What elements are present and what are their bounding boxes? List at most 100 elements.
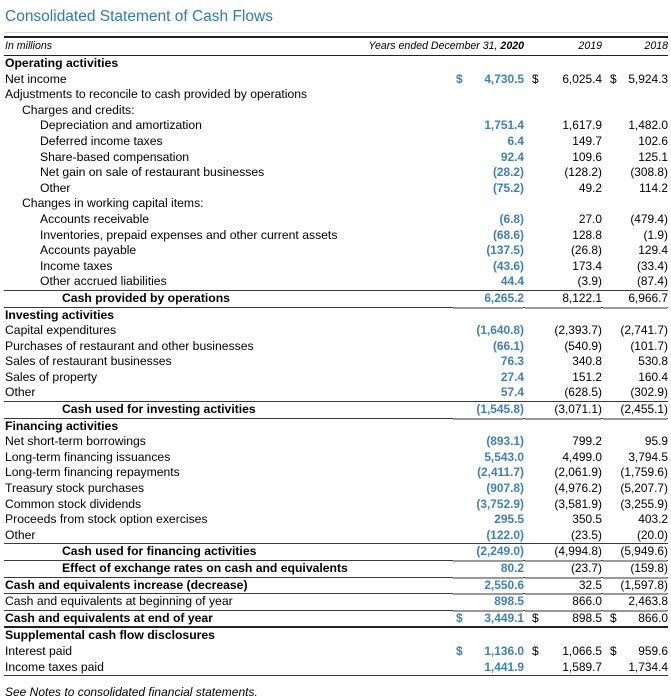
cell-value: 3,449.1	[484, 610, 524, 625]
table-row: Interest paid $1,136.0 $1,066.5 $959.6	[4, 644, 668, 660]
row-label: Cash and equivalents at beginning of yea…	[5, 594, 233, 609]
table-row: Effect of exchange rates on cash and equ…	[4, 561, 668, 578]
value-2019: $898.5	[524, 611, 602, 627]
value-2019: (23.5)	[524, 528, 602, 544]
table-row: Cash provided by operations 6,265.2 8,122.…	[4, 289, 668, 308]
value-2020: 44.4	[452, 274, 524, 290]
value-2018: (87.4)	[602, 274, 668, 290]
value-2019: 340.8	[524, 354, 602, 370]
value-2020: (3,752.9)	[452, 497, 524, 513]
cell-value: (1,545.8)	[476, 402, 524, 417]
row-label: Supplemental cash flow disclosures	[5, 628, 215, 643]
row-label: Effect of exchange rates on cash and equ…	[62, 561, 348, 575]
table-row: Long-term financing repayments (2,411.7) (…	[4, 465, 668, 481]
dollar-sign: $	[532, 643, 539, 658]
table-row: Supplemental cash flow disclosures	[4, 628, 668, 644]
dollar-sign: $	[532, 71, 539, 86]
table-row: Sales of property 27.4 151.2 160.4	[4, 370, 668, 386]
row-label: Changes in working capital items:	[22, 196, 204, 211]
value-2018: 2,463.8	[602, 594, 668, 610]
table-row: Cash and equivalents at end of year $3,44…	[4, 611, 668, 629]
table-row: Changes in working capital items:	[4, 196, 668, 212]
cell-value: (137.5)	[486, 243, 524, 258]
cell-value: 6,025.4	[562, 71, 602, 86]
cell-value: 4,499.0	[562, 449, 602, 464]
cell-value: (28.2)	[492, 165, 524, 180]
cell-value: 125.1	[638, 149, 668, 164]
value-2019: (4,976.2)	[524, 481, 602, 497]
cell-value: 173.4	[572, 258, 602, 273]
cell-value: (26.8)	[570, 243, 602, 258]
value-2020: (122.0)	[452, 528, 524, 544]
value-2020: 80.2	[452, 561, 524, 577]
cell-value: (2,249.0)	[476, 544, 524, 559]
cell-value: (128.2)	[564, 165, 602, 180]
value-2018: (1.9)	[602, 228, 668, 244]
value-2018: (33.4)	[602, 259, 668, 275]
cell-value: 1,441.9	[484, 659, 524, 674]
row-label: Investing activities	[5, 307, 115, 322]
row-label: Cash used for investing activities	[62, 402, 256, 417]
value-2020: (1,640.8)	[452, 323, 524, 339]
cell-value: (893.1)	[486, 434, 524, 449]
value-2020: (6.8)	[452, 212, 524, 228]
row-label: Long-term financing repayments	[5, 465, 180, 480]
year-2019-header: 2019	[578, 40, 602, 52]
table-row: Accounts receivable (6.8) 27.0 (479.4)	[4, 212, 668, 228]
value-2018: 129.4	[602, 243, 668, 259]
cell-value: 27.0	[578, 211, 602, 226]
cell-value: 1,617.9	[562, 118, 602, 133]
cell-value: 799.2	[572, 434, 602, 449]
row-label: Charges and credits:	[22, 102, 135, 117]
value-2018: 403.2	[602, 512, 668, 528]
value-2019: 799.2	[524, 434, 602, 450]
dollar-sign: $	[610, 610, 617, 625]
cell-value: 350.5	[572, 512, 602, 527]
value-2018: 102.6	[602, 134, 668, 150]
value-2019: 8,122.1	[524, 291, 602, 307]
cell-value: (23.5)	[570, 527, 602, 542]
table-row: Investing activities	[4, 308, 668, 324]
dollar-sign: $	[532, 610, 539, 625]
cell-value: 2,550.6	[484, 577, 524, 592]
cell-value: (5,207.7)	[620, 481, 668, 496]
cell-value: 80.2	[500, 561, 524, 575]
value-2020: $4,730.5	[452, 72, 524, 88]
value-2019: 1,589.7	[524, 660, 602, 676]
cell-value: (2,455.1)	[620, 402, 668, 417]
value-2018: (308.8)	[602, 165, 668, 181]
cell-value: (907.8)	[486, 481, 524, 496]
value-2019: 49.2	[524, 181, 602, 197]
cell-value: 151.2	[572, 369, 602, 384]
row-label: Purchases of restaurant and other busine…	[5, 338, 254, 353]
value-2020: 92.4	[452, 150, 524, 166]
table-row: Sales of restaurant businesses 76.3 340.8 5…	[4, 354, 668, 370]
table-row: Net income $4,730.5 $6,025.4 $5,924.3	[4, 72, 668, 88]
cell-value: (2,741.7)	[620, 323, 668, 338]
cell-value: (1,759.6)	[620, 465, 668, 480]
row-label: Operating activities	[5, 56, 119, 70]
cell-value: (2,411.7)	[477, 465, 524, 480]
cell-value: (122.0)	[486, 527, 524, 542]
table-row: Charges and credits:	[4, 103, 668, 119]
row-label: Long-term financing issuances	[5, 449, 171, 464]
cell-value: (302.9)	[630, 385, 668, 400]
row-label: Accounts payable	[40, 243, 137, 258]
table-row: Capital expenditures (1,640.8) (2,393.7) (2…	[4, 323, 668, 339]
cell-value: 6.4	[507, 133, 524, 148]
row-label: Financing activities	[5, 418, 119, 433]
value-2019: 128.8	[524, 228, 602, 244]
row-label: Income taxes	[40, 258, 113, 273]
cell-value: 95.9	[644, 434, 668, 449]
value-2020: 898.5	[452, 594, 524, 610]
value-2019: (628.5)	[524, 385, 602, 401]
cell-value: 6,265.2	[484, 290, 524, 305]
row-label: Share-based compensation	[40, 149, 190, 164]
value-2018: (20.0)	[602, 528, 668, 544]
page-title: Consolidated Statement of Cash Flows	[5, 5, 668, 33]
cell-value: 1,589.7	[562, 659, 602, 674]
row-label: Common stock dividends	[5, 496, 142, 511]
cell-value: 109.6	[572, 149, 602, 164]
value-2018: (159.8)	[602, 561, 668, 577]
